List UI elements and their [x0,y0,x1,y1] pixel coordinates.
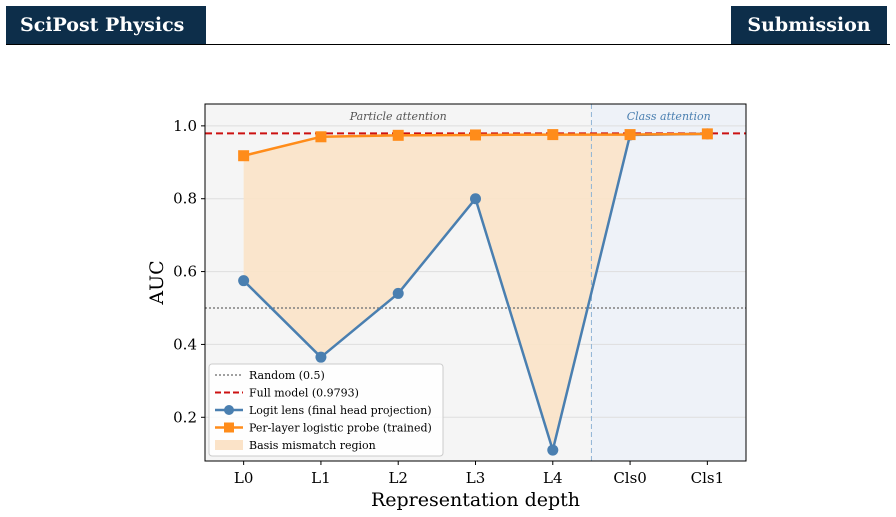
data-point [315,351,327,363]
data-point [315,131,327,143]
x-tick-label: L3 [466,469,486,487]
data-point [238,150,250,162]
legend-marker [224,405,234,415]
y-tick-label: 0.6 [173,263,197,281]
data-point [470,129,481,141]
legend-label: Per-layer logistic probe (trained) [249,422,432,435]
data-point [547,129,559,141]
x-tick-label: L1 [311,469,331,487]
legend-label: Basis mismatch region [249,439,376,452]
legend-box [208,363,444,457]
legend-swatch [215,440,243,450]
y-tick-label: 1.0 [173,117,197,135]
journal-badge: SciPost Physics [6,6,206,45]
region-label-particle: Particle attention [349,110,447,123]
legend-label: Full model (0.9793) [249,387,359,400]
series-logistic-probe [238,128,713,162]
data-point [701,128,713,140]
data-point [470,193,481,205]
legend-marker [224,422,234,433]
data-point [392,287,404,299]
x-tick-label: L4 [543,469,563,487]
legend: Random (0.5) Full model (0.9793) Logit len… [208,363,444,457]
y-tick-label: 0.2 [173,408,197,426]
x-axis-label: Representation depth [371,489,580,511]
x-tick-label: Cls0 [613,469,647,487]
legend-label: Logit lens (final head projection) [249,404,432,417]
data-point [624,129,636,141]
data-point [238,275,250,287]
legend-label: Random (0.5) [249,369,325,382]
y-tick-label: 0.4 [173,335,197,353]
x-tick-label: L0 [234,469,254,487]
submission-badge: Submission [731,6,887,45]
data-point [392,129,404,141]
x-tick-label: Cls1 [691,469,725,487]
region-label-class: Class attention [627,110,711,123]
y-tick-label: 0.8 [173,190,197,208]
data-point [547,444,559,456]
y-axis-label: AUC [146,260,168,305]
x-tick-label: L2 [388,469,408,487]
header-rule [6,44,890,45]
